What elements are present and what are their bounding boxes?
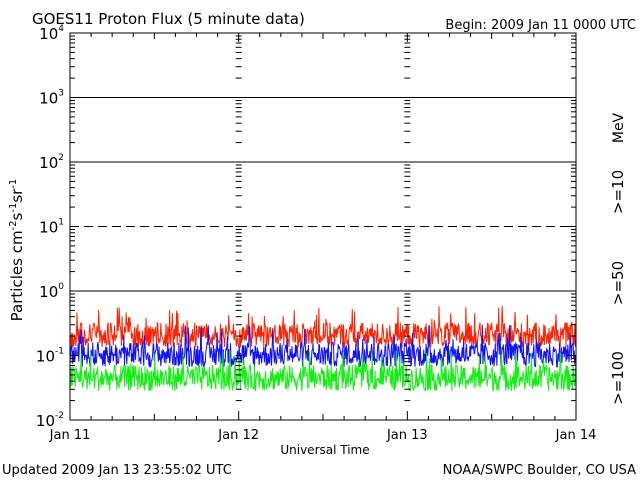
y-tick-label: 100: [39, 282, 64, 301]
y-axis-label: Particles cm-2s-1sr-1: [8, 179, 26, 322]
y-tick-label: 101: [39, 218, 64, 237]
legend-series-50mev: >=50: [609, 261, 627, 305]
x-tick-labels: Jan 11 Jan 12 Jan 13 Jan 14: [49, 428, 597, 443]
y-tick-label: 102: [39, 153, 64, 172]
y-tick-label: 103: [39, 89, 64, 108]
begin-time: Begin: 2009 Jan 11 0000 UTC: [445, 18, 636, 33]
series-layer: [69, 305, 577, 392]
reference-lines: [70, 97, 576, 292]
y-tick-label: 10-2: [36, 411, 64, 430]
updated-timestamp: Updated 2009 Jan 13 23:55:02 UTC: [2, 463, 232, 478]
legend-series-10mev: >=10: [609, 170, 627, 214]
y-tick-label: 10-1: [36, 347, 64, 366]
series-line-10mev: [69, 305, 577, 349]
x-tick-label: Jan 12: [217, 428, 259, 443]
x-tick-label: Jan 14: [555, 428, 597, 443]
plot-frame: [69, 32, 577, 421]
series-line-100mev: [69, 350, 577, 392]
y-tick-labels: 10-2 10-1 100 101 102 103 104: [36, 24, 64, 430]
legend-series-100mev: >=100: [609, 351, 627, 405]
x-tick-label: Jan 13: [386, 428, 428, 443]
x-axis-label: Universal Time: [280, 443, 369, 457]
credit-text: NOAA/SWPC Boulder, CO USA: [443, 463, 636, 478]
x-tick-label: Jan 11: [49, 428, 91, 443]
chart-title: GOES11 Proton Flux (5 minute data): [32, 10, 305, 28]
legend-unit: MeV: [611, 112, 627, 143]
y-tick-label: 104: [39, 24, 64, 43]
day-divider-ticks: [235, 35, 411, 421]
